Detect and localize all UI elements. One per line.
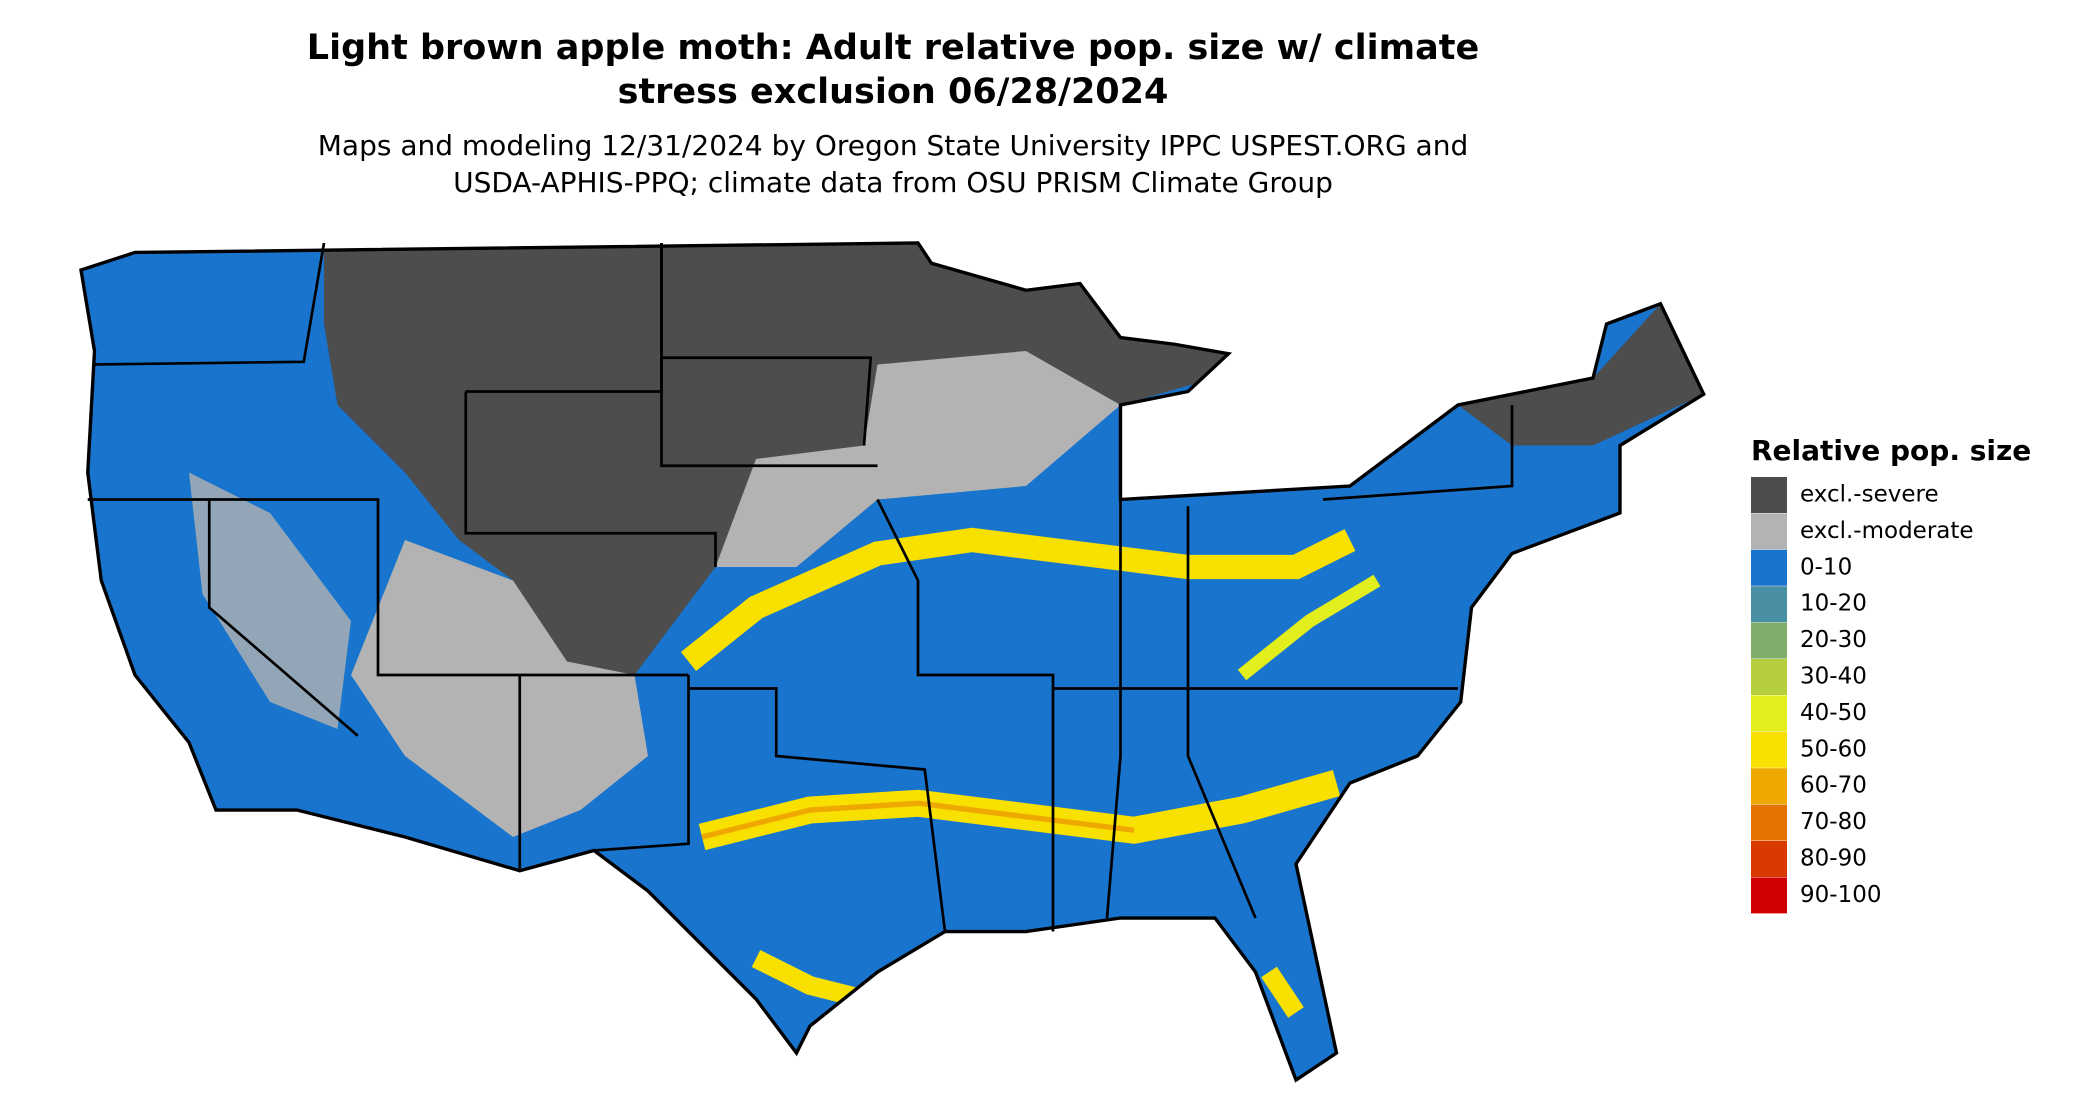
legend-swatch xyxy=(1751,549,1787,586)
title: Light brown apple moth: Adult relative p… xyxy=(307,28,1479,68)
subtitle: Maps and modeling 12/31/2024 by Oregon S… xyxy=(318,129,1469,162)
legend-label: 20-30 xyxy=(1800,627,1867,653)
legend-title: Relative pop. size xyxy=(1751,434,2031,467)
band xyxy=(680,527,1356,671)
region xyxy=(189,472,351,729)
region xyxy=(324,243,1351,676)
band xyxy=(701,800,1135,840)
legend-swatch xyxy=(1751,841,1787,877)
state-borders xyxy=(87,242,1514,932)
band xyxy=(1237,574,1381,681)
legend-label: 90-100 xyxy=(1800,882,1881,908)
legend-label: excl.-severe xyxy=(1800,482,1939,508)
legend-label: 60-70 xyxy=(1800,773,1867,799)
title: stress exclusion 06/28/2024 xyxy=(618,72,1169,112)
legend-label: 50-60 xyxy=(1800,736,1867,762)
region xyxy=(715,351,1121,567)
legend-swatch xyxy=(1751,695,1787,732)
legend-swatch xyxy=(1751,804,1787,841)
band xyxy=(1261,966,1304,1018)
legend-label: 40-50 xyxy=(1800,700,1867,726)
legend-label: excl.-moderate xyxy=(1800,518,1974,544)
legend-label: 80-90 xyxy=(1800,846,1867,872)
legend-label: 0-10 xyxy=(1800,554,1852,580)
legend-swatch xyxy=(1751,731,1787,768)
band xyxy=(751,950,867,1009)
legend-label: 10-20 xyxy=(1800,591,1867,617)
region xyxy=(1458,303,1704,446)
legend-label: 70-80 xyxy=(1800,809,1867,835)
legend-swatch xyxy=(1751,877,1787,914)
outline xyxy=(79,241,1706,1083)
subtitle: USDA-APHIS-PPQ; climate data from OSU PR… xyxy=(453,166,1333,199)
legend-swatch xyxy=(1751,477,1787,513)
legend: excl.-severe excl.-moderate 0-10 10-20 20-30… xyxy=(1751,477,1974,914)
legend-swatch xyxy=(1751,768,1787,805)
region xyxy=(351,540,648,837)
legend-label: 30-40 xyxy=(1800,664,1867,690)
legend-swatch xyxy=(1751,622,1787,659)
legend-swatch xyxy=(1751,659,1787,695)
legend-swatch xyxy=(1751,586,1787,623)
legend-swatch xyxy=(1751,513,1787,550)
